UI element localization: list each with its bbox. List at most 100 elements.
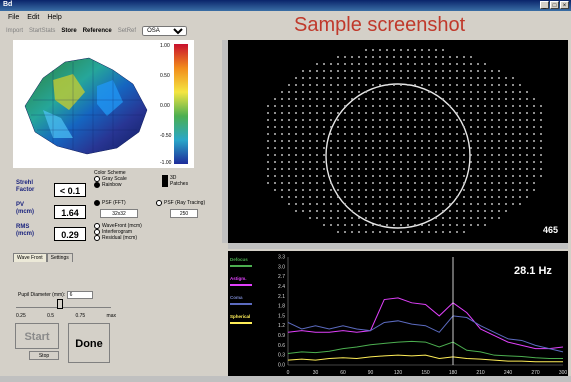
window-title: Bd [3, 1, 13, 8]
spot [337, 56, 339, 58]
spot [386, 119, 388, 121]
psf-raytracing-radio[interactable]: PSF (Ray Tracing) [156, 200, 205, 206]
spot [498, 126, 500, 128]
spot [470, 98, 472, 100]
spot [442, 182, 444, 184]
reference-button[interactable]: Reference [82, 28, 112, 34]
start-stats-button[interactable]: StartStats [29, 28, 56, 34]
rainbow-radio[interactable]: Rainbow [94, 182, 127, 188]
spot [351, 196, 353, 198]
spot [477, 98, 479, 100]
spot [414, 203, 416, 205]
spot [274, 161, 276, 163]
spot [365, 231, 367, 233]
spot [274, 119, 276, 121]
spot [477, 203, 479, 205]
spot-pattern-view[interactable]: 465 [228, 40, 568, 243]
spot [309, 196, 311, 198]
spot [505, 147, 507, 149]
spot [421, 119, 423, 121]
start-button[interactable]: Start [15, 323, 59, 349]
spot [449, 84, 451, 86]
spot [372, 203, 374, 205]
menu-edit[interactable]: Edit [27, 13, 40, 21]
spot [435, 119, 437, 121]
psf-rays-spinner[interactable]: 250 [170, 209, 198, 218]
spot [463, 140, 465, 142]
spot [519, 161, 521, 163]
import-button[interactable]: Import [6, 28, 24, 34]
spot [365, 224, 367, 226]
horizontal-scrollbar[interactable] [228, 243, 568, 249]
3d-checkbox[interactable]: 3D [162, 175, 188, 181]
spot [470, 154, 472, 156]
spot [379, 126, 381, 128]
spot [309, 105, 311, 107]
spot [358, 154, 360, 156]
spot [400, 84, 402, 86]
spot [421, 224, 423, 226]
slider-tick-label: 0.75 [75, 313, 86, 319]
psf-grid-spinner[interactable]: 32x32 [100, 209, 138, 218]
spot [491, 105, 493, 107]
set-ref-button[interactable]: SetRef [117, 28, 137, 34]
spot [463, 168, 465, 170]
stop-button[interactable]: Stop [29, 351, 59, 360]
spot [512, 98, 514, 100]
minimize-button[interactable]: _ [540, 1, 549, 9]
series-line-defocus [287, 340, 563, 359]
patches-checkbox[interactable]: Patches [162, 181, 188, 187]
interferogram-radio[interactable]: Interferogram [94, 229, 142, 235]
spot [442, 84, 444, 86]
spot [365, 98, 367, 100]
legend-swatch [230, 303, 252, 305]
spot [449, 91, 451, 93]
spot [309, 119, 311, 121]
spot [463, 119, 465, 121]
spot [295, 182, 297, 184]
pupil-slider[interactable] [16, 299, 111, 309]
spot [540, 112, 542, 114]
spot [435, 224, 437, 226]
spot [414, 217, 416, 219]
tab-wave-front[interactable]: Wave Front [13, 253, 47, 262]
close-button[interactable]: × [560, 1, 569, 9]
residual-radio[interactable]: Residual (mcm) [94, 235, 142, 241]
wavefront-radio[interactable]: WaveFront (mcm) [94, 223, 142, 229]
spot [491, 168, 493, 170]
store-button[interactable]: Store [61, 28, 77, 34]
spot [449, 119, 451, 121]
spot [372, 70, 374, 72]
spot [477, 189, 479, 191]
spot [533, 147, 535, 149]
aberration-graph[interactable]: 3.3 3.0 2.7 2.4 2.1 1.8 1.5 1.2 0.9 0.6 0.3 0.0 0 30 6… [228, 251, 568, 379]
spot [344, 91, 346, 93]
done-button[interactable]: Done [68, 323, 110, 363]
menu-file[interactable]: File [8, 13, 20, 21]
spot [295, 84, 297, 86]
slider-thumb[interactable] [56, 299, 63, 309]
maximize-button[interactable]: □ [550, 1, 559, 9]
gray-scale-radio[interactable]: Gray Scale [94, 176, 127, 182]
spot [449, 126, 451, 128]
spot [449, 189, 451, 191]
spot [295, 98, 297, 100]
spot [505, 210, 507, 212]
vertical-scrollbar[interactable] [222, 40, 228, 243]
zernike-standard-select[interactable]: OSA [142, 26, 188, 36]
spot [400, 224, 402, 226]
menu-help[interactable]: Help [47, 13, 62, 21]
spot [442, 105, 444, 107]
wavefront-3d-view[interactable] [13, 40, 158, 168]
spot [274, 112, 276, 114]
psf-fft-radio[interactable]: PSF (FFT) [94, 200, 126, 206]
spot [344, 133, 346, 135]
spot [505, 119, 507, 121]
spot [435, 217, 437, 219]
spot [358, 231, 360, 233]
pupil-diameter-field[interactable]: 6 [66, 291, 93, 299]
spot [379, 140, 381, 142]
tab-settings[interactable]: Settings [46, 253, 73, 262]
spot [372, 105, 374, 107]
spot [484, 119, 486, 121]
